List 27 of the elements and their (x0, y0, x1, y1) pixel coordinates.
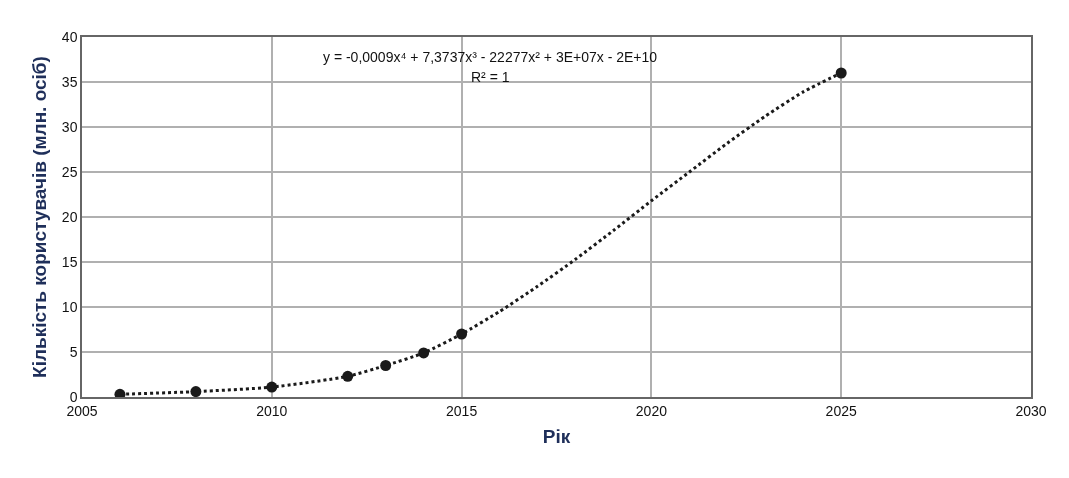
x-tick-label: 2005 (66, 402, 98, 419)
y-axis-title: Кількість користувачів (млн. осіб) (29, 56, 51, 378)
annotation: y = -0,0009x⁴ + 7,3737x³ - 22277x² + 3E+07x - 2E+10 (323, 49, 658, 65)
x-tick-label: 2025 (825, 402, 857, 419)
point (114, 388, 126, 397)
point (835, 67, 847, 79)
y-tick-label: 40 (61, 28, 78, 45)
annotation: R² = 1 (471, 69, 510, 85)
y-tick-label: 35 (61, 73, 78, 90)
y-tick-label: 15 (61, 253, 78, 270)
y-tick-label: 0 (69, 388, 78, 405)
x-tick-label: 2020 (635, 402, 668, 419)
point (418, 347, 430, 359)
y-tick-label: 20 (61, 208, 78, 225)
point (190, 386, 202, 397)
x-axis-title: Рік (542, 425, 571, 447)
y-tick-label: 25 (61, 163, 78, 180)
y-tick-label: 30 (61, 118, 78, 135)
point (380, 360, 392, 371)
point (456, 328, 468, 340)
y-tick-label: 5 (69, 343, 78, 360)
point (342, 370, 354, 382)
y-tick-label: 10 (61, 298, 78, 315)
point (266, 381, 278, 393)
x-tick-label: 2030 (1015, 402, 1047, 419)
x-tick-label: 2010 (256, 402, 288, 419)
x-tick-label: 2015 (446, 402, 478, 419)
